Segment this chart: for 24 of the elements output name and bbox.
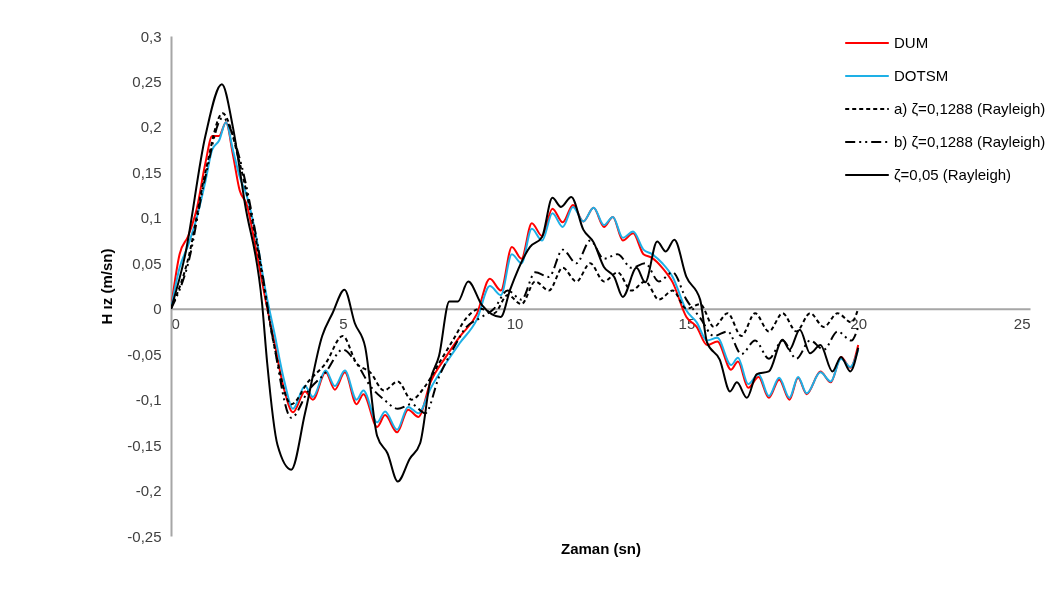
y-tick-label: 0,05 bbox=[132, 254, 162, 272]
y-tick-label: 0 bbox=[153, 300, 162, 318]
y-tick-label: -0,25 bbox=[127, 527, 162, 545]
y-tick-label: 0,25 bbox=[132, 72, 162, 90]
y-tick-label: 0,1 bbox=[140, 209, 162, 227]
x-tick-label: 20 bbox=[850, 315, 868, 333]
legend-label: b) ζ=0,1288 (Rayleigh) bbox=[894, 133, 1046, 150]
y-tick-label: 0,2 bbox=[140, 118, 162, 136]
legend-label: a) ζ=0,1288 (Rayleigh) bbox=[894, 100, 1046, 117]
x-tick-label: 5 bbox=[339, 315, 348, 333]
y-tick-label: 0,3 bbox=[140, 27, 162, 45]
x-tick-label: 0 bbox=[171, 315, 180, 333]
x-axis-title: Zaman (sn) bbox=[560, 539, 642, 557]
y-tick-label: -0,2 bbox=[135, 482, 162, 500]
legend-label: DOTSM bbox=[894, 67, 949, 84]
legend-label: DUM bbox=[894, 34, 929, 51]
y-axis-title: H ız (m/sn) bbox=[98, 248, 116, 325]
x-tick-label: 25 bbox=[1013, 315, 1031, 333]
y-tick-label: -0,05 bbox=[127, 345, 162, 363]
y-tick-label: 0,15 bbox=[132, 163, 162, 181]
legend-label: ζ=0,05 (Rayleigh) bbox=[894, 166, 1012, 183]
x-tick-label: 10 bbox=[506, 315, 524, 333]
y-tick-label: -0,15 bbox=[127, 436, 162, 454]
y-tick-label: -0,1 bbox=[135, 391, 162, 409]
